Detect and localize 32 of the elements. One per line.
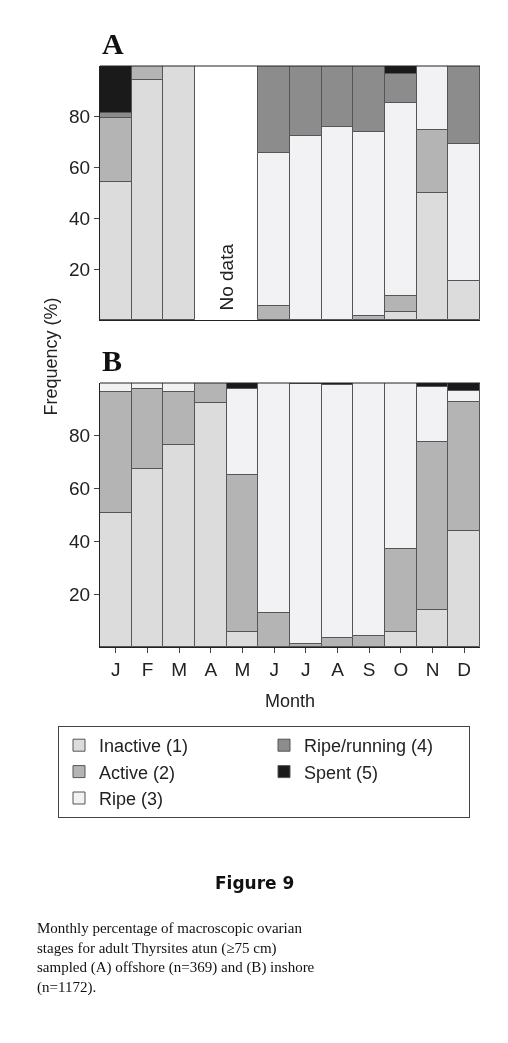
chart-title: A <box>102 27 124 60</box>
x-tick-label: M <box>171 658 188 680</box>
x-tick-label: J <box>111 658 121 680</box>
y-tick-label: 20 <box>69 583 91 605</box>
x-tick-label: D <box>457 658 472 680</box>
legend-label: Inactive (1) <box>99 736 189 757</box>
x-tick-label: J <box>269 658 279 680</box>
y-tick-label: 80 <box>69 106 91 128</box>
legend-label: Ripe (3) <box>99 789 164 810</box>
chart-title: B <box>102 344 123 377</box>
caption: Figure 9 <box>215 873 295 893</box>
legend-label: Ripe/running (4) <box>304 736 434 757</box>
y-tick-label: 80 <box>69 425 91 447</box>
x-tick-label: F <box>141 658 154 680</box>
y-tick-label: 60 <box>69 478 91 500</box>
x-tick-label: N <box>425 658 440 680</box>
y-tick-label: 40 <box>69 208 91 230</box>
legend-label: Spent (5) <box>304 762 379 783</box>
x-tick-label: O <box>393 658 409 680</box>
y-tick-label: 20 <box>69 258 91 280</box>
x-axis-title: Month <box>264 690 316 711</box>
y-tick-label: 60 <box>69 157 91 179</box>
legend-label: Active (2) <box>99 762 176 783</box>
text: Monthly percentage of macroscopic ovarian stages for adult Thyrsites atun (≥75 cm) sampled (A) offshore (n=369) and (B) inshore (n=1172). <box>37 920 315 996</box>
x-tick-label: A <box>204 658 218 680</box>
y-axis-title: Frequency (%) <box>40 297 61 416</box>
annotation: No data <box>215 243 237 311</box>
y-tick-label: 40 <box>69 531 91 553</box>
x-tick-label: A <box>331 658 345 680</box>
x-tick-label: S <box>362 658 376 680</box>
x-tick-label: M <box>234 658 251 680</box>
x-tick-label: J <box>301 658 311 680</box>
